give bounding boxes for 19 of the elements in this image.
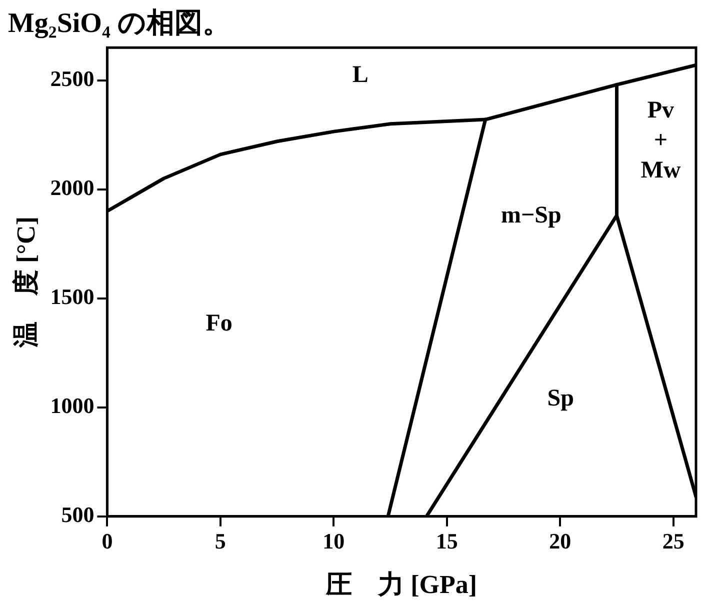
annotation: m−Sp [500,202,562,229]
y-tick-label: 1500 [50,284,94,310]
x-axis-title: 圧 力 [GPa] [325,570,478,600]
y-axis-title: 温 度 [°C] [11,216,40,348]
chart-title: Mg₂SiO₄ の相図。 [8,8,230,40]
x-tick-label: 15 [436,528,458,554]
annotation: Fo [206,310,232,336]
x-tick-label: 20 [549,528,572,554]
y-tick-label: 1000 [50,393,94,418]
y-tick-label: 500 [61,502,94,528]
x-tick-label: 10 [322,528,345,554]
y-tick-label: 2500 [50,66,94,91]
annotation: L [352,62,368,88]
x-tick-label: 0 [102,528,113,554]
y-tick-label: 2000 [50,175,94,200]
annotation: Pv + Mw [640,98,682,184]
x-tick-label: 25 [662,528,684,554]
annotation: Sp [547,385,574,412]
x-tick-label: 5 [214,528,226,554]
